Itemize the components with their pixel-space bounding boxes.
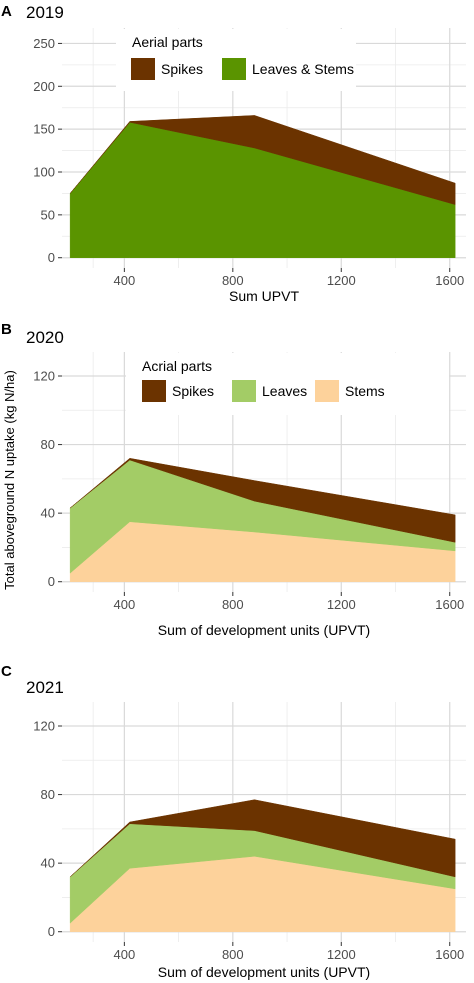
legend-label: Spikes — [172, 383, 214, 399]
legend-key — [222, 58, 246, 80]
panel-title: 2019 — [26, 3, 64, 22]
legend-label: Leaves & Stems — [252, 61, 354, 77]
panel-letter: C — [1, 663, 12, 680]
x-tick-label: 1600 — [435, 597, 464, 612]
x-tick-label: 800 — [222, 947, 244, 962]
panel-a: 0 50 100 150 200 250 400 800 1200 1600 Sum UPVT A 20… — [1, 3, 466, 304]
y-tick-label: 40 — [41, 856, 55, 871]
x-axis-label: Sum of development units (UPVT) — [158, 964, 370, 980]
x-tick-label: 800 — [222, 273, 244, 288]
x-tick-label: 400 — [114, 597, 136, 612]
x-tick-label: 1600 — [435, 947, 464, 962]
y-tick-label: 0 — [48, 574, 55, 589]
y-tick-label: 80 — [41, 787, 55, 802]
x-axis-label: Sum UPVT — [229, 288, 299, 304]
area-spikes — [69, 458, 456, 543]
x-tick-label: 400 — [114, 947, 136, 962]
legend-key — [142, 380, 166, 402]
legend-label: Spikes — [161, 61, 203, 77]
legend: Aerial parts Spikes Leaves & Stems — [116, 29, 356, 91]
y-tick-label: 50 — [41, 207, 55, 222]
panel-c: 0 40 80 120 400 800 1200 1600 Sum of development… — [1, 663, 466, 980]
panel-title: 2021 — [26, 678, 64, 697]
panel-b: 0 40 80 120 400 800 1200 1600 Sum of development… — [1, 321, 466, 638]
y-tick-label: 80 — [41, 437, 55, 452]
y-tick-label: 200 — [33, 79, 55, 94]
y-tick-label: 0 — [48, 924, 55, 939]
x-tick-label: 1200 — [327, 273, 356, 288]
area-spikes — [69, 115, 456, 205]
x-tick-label: 800 — [222, 597, 244, 612]
legend-key — [232, 380, 256, 402]
y-tick-label: 100 — [33, 165, 55, 180]
area-spikes — [69, 799, 456, 878]
legend-title: Acrial parts — [142, 358, 212, 374]
x-tick-label: 1200 — [327, 597, 356, 612]
panel-title: 2020 — [26, 328, 64, 347]
y-axis-label: Total aboveground N uptake (kg N/ha) — [2, 370, 17, 590]
panel-letter: A — [1, 3, 12, 20]
y-tick-label: 0 — [48, 250, 55, 265]
legend-key — [131, 58, 155, 80]
x-tick-label: 1600 — [435, 273, 464, 288]
x-tick-label: 1200 — [327, 947, 356, 962]
panel-letter: B — [1, 321, 12, 338]
y-tick-label: 120 — [33, 369, 55, 384]
legend-background — [126, 353, 449, 415]
y-tick-label: 150 — [33, 122, 55, 137]
legend-key — [315, 380, 339, 402]
x-axis-label: Sum of development units (UPVT) — [158, 622, 370, 638]
legend-label: Leaves — [262, 383, 307, 399]
legend: Acrial parts Spikes Leaves Stems — [126, 353, 449, 415]
legend-label: Stems — [345, 383, 385, 399]
x-tick-label: 400 — [114, 273, 136, 288]
legend-title: Aerial parts — [132, 34, 203, 50]
y-tick-label: 120 — [33, 719, 55, 734]
y-tick-label: 250 — [33, 36, 55, 51]
y-tick-label: 40 — [41, 506, 55, 521]
